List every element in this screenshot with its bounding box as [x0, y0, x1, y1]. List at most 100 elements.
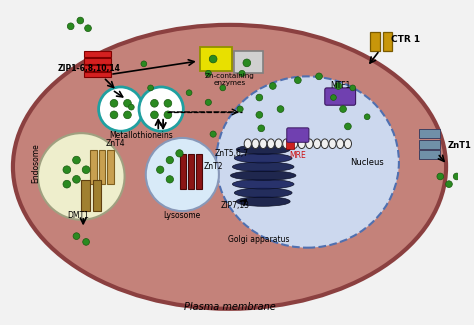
Ellipse shape — [313, 139, 321, 149]
Circle shape — [73, 156, 80, 164]
Text: MTF1: MTF1 — [330, 81, 350, 90]
Bar — [419, 129, 440, 138]
Circle shape — [205, 99, 211, 105]
Ellipse shape — [234, 188, 292, 198]
Circle shape — [141, 61, 147, 67]
Text: Lysosome: Lysosome — [164, 211, 201, 220]
Circle shape — [128, 104, 134, 110]
Circle shape — [77, 17, 84, 24]
Circle shape — [63, 180, 71, 188]
Circle shape — [38, 133, 125, 220]
Circle shape — [446, 181, 452, 188]
Bar — [81, 180, 90, 211]
Text: MRE: MRE — [290, 151, 306, 161]
Circle shape — [294, 77, 301, 84]
Circle shape — [335, 83, 342, 89]
Ellipse shape — [232, 162, 294, 172]
Ellipse shape — [291, 139, 298, 149]
Circle shape — [220, 85, 226, 91]
FancyBboxPatch shape — [325, 88, 356, 105]
Circle shape — [164, 99, 172, 107]
Ellipse shape — [267, 139, 274, 149]
Bar — [419, 150, 440, 159]
Bar — [286, 139, 294, 149]
Text: ZnT4: ZnT4 — [105, 138, 125, 148]
Text: Golgi apparatus: Golgi apparatus — [228, 235, 289, 244]
Circle shape — [146, 138, 219, 211]
Circle shape — [151, 99, 158, 107]
Circle shape — [166, 176, 173, 183]
Circle shape — [124, 111, 131, 119]
Circle shape — [277, 106, 284, 112]
Bar — [188, 154, 194, 189]
Ellipse shape — [275, 139, 282, 149]
Circle shape — [205, 71, 211, 77]
Text: Nucleus: Nucleus — [350, 158, 383, 166]
Bar — [93, 180, 101, 211]
Text: ZnT1: ZnT1 — [448, 141, 472, 150]
Text: ZIP1-6,8,10,14: ZIP1-6,8,10,14 — [57, 64, 120, 73]
Circle shape — [330, 95, 337, 100]
Text: DMT1: DMT1 — [67, 211, 89, 220]
Circle shape — [166, 156, 173, 164]
Ellipse shape — [306, 139, 313, 149]
Bar — [370, 32, 380, 51]
Circle shape — [453, 173, 460, 180]
Bar — [84, 72, 111, 77]
Bar — [107, 150, 114, 184]
Circle shape — [258, 125, 264, 132]
Circle shape — [63, 166, 71, 174]
Circle shape — [269, 83, 276, 89]
Bar — [383, 32, 392, 51]
Circle shape — [239, 71, 245, 77]
Circle shape — [437, 173, 444, 180]
Circle shape — [85, 25, 91, 32]
Bar — [234, 51, 263, 72]
Bar — [181, 154, 186, 189]
Circle shape — [148, 85, 154, 91]
Circle shape — [186, 90, 192, 96]
Ellipse shape — [236, 197, 290, 206]
Circle shape — [210, 55, 217, 63]
Ellipse shape — [321, 139, 328, 149]
Circle shape — [73, 233, 80, 240]
Ellipse shape — [252, 139, 259, 149]
Circle shape — [243, 59, 251, 67]
Circle shape — [82, 166, 90, 174]
Text: ZnT2: ZnT2 — [203, 162, 223, 171]
Ellipse shape — [234, 153, 292, 163]
Ellipse shape — [337, 139, 344, 149]
Text: Endosome: Endosome — [32, 143, 41, 183]
Circle shape — [156, 166, 164, 173]
Circle shape — [340, 106, 346, 112]
Bar — [84, 58, 111, 64]
Circle shape — [164, 111, 172, 119]
FancyBboxPatch shape — [287, 128, 309, 142]
Circle shape — [256, 111, 263, 118]
Circle shape — [83, 239, 90, 245]
Circle shape — [139, 87, 183, 131]
Circle shape — [110, 111, 118, 119]
Circle shape — [345, 123, 351, 130]
Text: CTR 1: CTR 1 — [391, 35, 420, 44]
Circle shape — [176, 150, 183, 157]
Circle shape — [73, 176, 80, 183]
Ellipse shape — [244, 139, 251, 149]
Ellipse shape — [283, 139, 290, 149]
Circle shape — [237, 106, 243, 112]
Text: ZIP7,13: ZIP7,13 — [221, 201, 250, 210]
Circle shape — [364, 114, 370, 120]
Circle shape — [124, 99, 131, 107]
Circle shape — [210, 131, 216, 137]
Ellipse shape — [236, 145, 290, 154]
Text: Zn-containing
enzymes: Zn-containing enzymes — [205, 72, 255, 85]
Bar — [84, 65, 111, 71]
Bar — [196, 154, 201, 189]
Circle shape — [110, 99, 118, 107]
Text: Metallothioneins: Metallothioneins — [109, 131, 173, 140]
Bar — [200, 47, 232, 71]
Bar — [419, 140, 440, 149]
Ellipse shape — [216, 76, 399, 248]
Circle shape — [256, 94, 263, 101]
Ellipse shape — [13, 25, 446, 309]
